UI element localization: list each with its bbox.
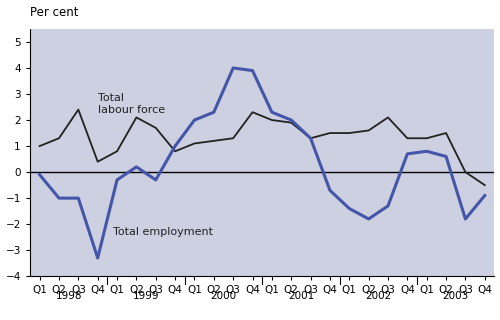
Text: 1999: 1999	[133, 291, 160, 300]
Text: Total employment: Total employment	[113, 227, 213, 237]
Text: 1998: 1998	[56, 291, 82, 300]
Text: 2003: 2003	[442, 291, 469, 300]
Text: 2002: 2002	[365, 291, 392, 300]
Text: Total
labour force: Total labour force	[98, 93, 165, 115]
Text: 2001: 2001	[288, 291, 314, 300]
Text: 2000: 2000	[210, 291, 236, 300]
Text: Per cent: Per cent	[30, 5, 78, 19]
